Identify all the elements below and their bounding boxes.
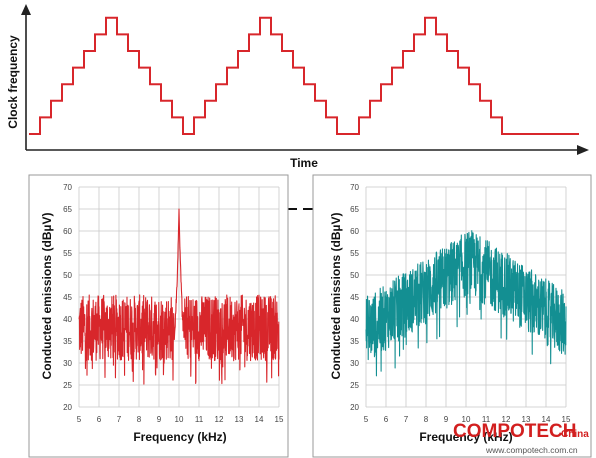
y-tick-label: 45 <box>350 293 359 302</box>
y-tick-label: 30 <box>350 359 359 368</box>
x-tick-label: 14 <box>255 415 264 424</box>
x-tick-label: 6 <box>384 415 389 424</box>
emission-spectrum-line <box>78 208 280 385</box>
x-tick-label: 13 <box>522 415 531 424</box>
left-y-axis-label: Conducted emissions (dBµV) <box>40 213 54 380</box>
x-axis-arrow <box>577 145 589 155</box>
x-tick-label: 15 <box>562 415 571 424</box>
y-tick-label: 35 <box>63 337 72 346</box>
y-tick-label: 30 <box>63 359 72 368</box>
svg-text:COMPOTECH: COMPOTECH <box>453 421 577 442</box>
svg-text:www.compotech.com.cn: www.compotech.com.cn <box>485 445 578 455</box>
left-x-axis-label: Frequency (kHz) <box>133 430 226 444</box>
x-tick-label: 6 <box>97 415 102 424</box>
emission-spectrum-line <box>365 230 567 377</box>
y-tick-label: 50 <box>350 271 359 280</box>
x-tick-label: 7 <box>404 415 409 424</box>
x-tick-label: 10 <box>175 415 184 424</box>
x-tick-label: 11 <box>195 415 204 424</box>
y-tick-label: 55 <box>350 249 359 258</box>
y-tick-label: 40 <box>350 315 359 324</box>
clock-profile-line-1 <box>29 16 579 135</box>
x-tick-label: 10 <box>462 415 471 424</box>
y-tick-label: 70 <box>350 183 359 192</box>
right-x-axis-label: Frequency (kHz) <box>419 430 512 444</box>
x-tick-label: 15 <box>275 415 284 424</box>
fixed-clock-spectrum-panel: 20 25 30 35 40 45 50 55 60 65 70 5 6 7 8 9 10 11 12 13 14 15… <box>28 174 289 458</box>
y-tick-label: 65 <box>350 205 359 214</box>
x-tick-label: 8 <box>424 415 429 424</box>
x-tick-label: 12 <box>502 415 511 424</box>
y-tick-label: 20 <box>63 403 72 412</box>
y-tick-label: 60 <box>63 227 72 236</box>
right-y-axis-label: Conducted emissions (dBµV) <box>329 213 343 380</box>
x-tick-label: 9 <box>444 415 449 424</box>
top-x-axis-label: Time <box>290 156 318 170</box>
y-tick-label: 40 <box>63 315 72 324</box>
x-tick-label: 5 <box>364 415 369 424</box>
svg-text:China: China <box>561 429 589 440</box>
y-tick-label: 60 <box>350 227 359 236</box>
top-y-axis-label: Clock frequency <box>6 35 20 129</box>
x-tick-label: 8 <box>137 415 142 424</box>
x-tick-label: 11 <box>482 415 491 424</box>
y-tick-label: 45 <box>63 293 72 302</box>
spread-spectrum-panel: 20 25 30 35 40 45 50 55 60 65 70 5 6 7 8 9 10 11 12 13 14 15… <box>312 174 592 458</box>
x-tick-label: 9 <box>157 415 162 424</box>
y-axis-arrow <box>21 4 31 15</box>
x-tick-label: 12 <box>215 415 224 424</box>
y-tick-label: 25 <box>350 381 359 390</box>
y-tick-label: 25 <box>63 381 72 390</box>
y-tick-label: 55 <box>63 249 72 258</box>
x-tick-label: 13 <box>235 415 244 424</box>
x-tick-label: 5 <box>77 415 82 424</box>
x-tick-label: 7 <box>117 415 122 424</box>
y-tick-label: 35 <box>350 337 359 346</box>
y-tick-label: 20 <box>350 403 359 412</box>
y-tick-label: 65 <box>63 205 72 214</box>
watermark-logo: COMPOTECH China www.compotech.com.cn <box>453 421 589 455</box>
x-tick-label: 14 <box>542 415 551 424</box>
y-tick-label: 50 <box>63 271 72 280</box>
y-tick-label: 70 <box>63 183 72 192</box>
clock-frequency-chart: Clock frequency Time <box>6 4 589 170</box>
